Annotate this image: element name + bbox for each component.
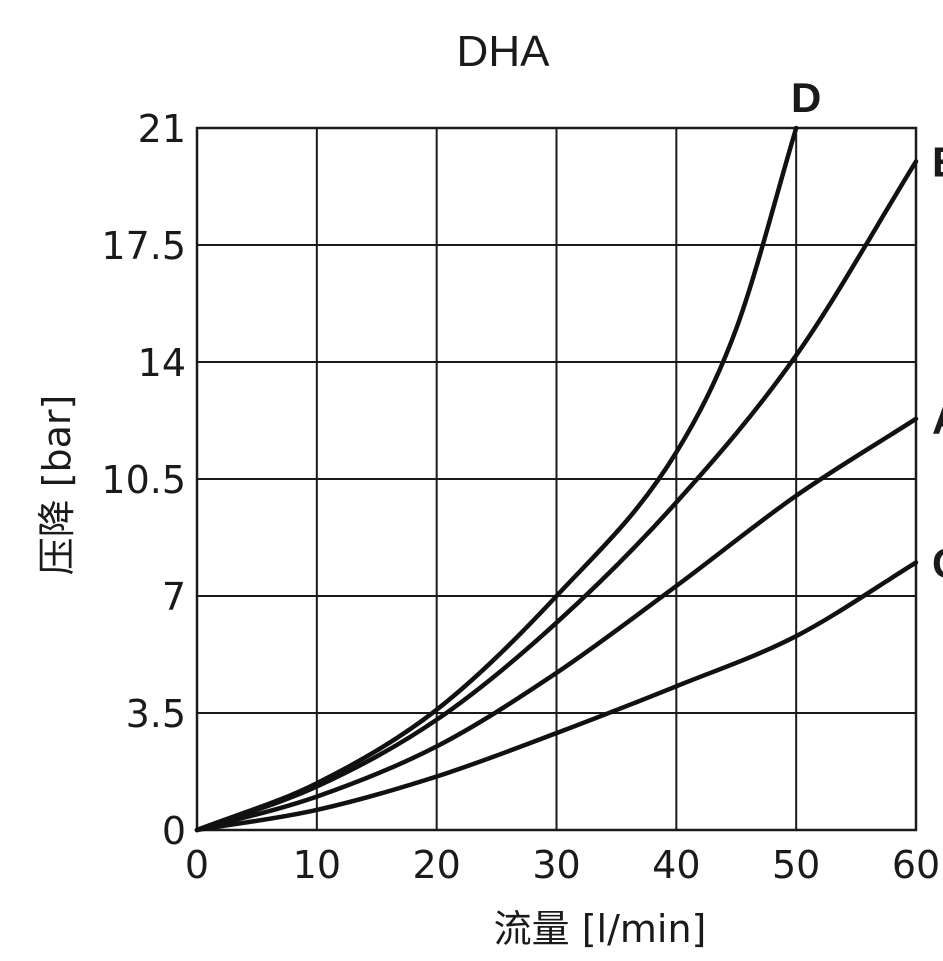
y-axis-label: 压降 [bar] (35, 395, 79, 576)
x-tick-label: 10 (293, 843, 341, 887)
x-tick-label: 60 (892, 843, 940, 887)
curve-c (194, 560, 919, 833)
y-tick-label: 17.5 (101, 224, 186, 268)
grid (196, 127, 917, 831)
y-tick-label: 3.5 (126, 692, 186, 736)
y-tick-label: 14 (138, 341, 186, 385)
y-tick-label: 0 (162, 809, 186, 853)
plot-frame (195, 126, 918, 832)
series-label-a: A (932, 396, 943, 443)
series-label-b: B (932, 138, 943, 185)
y-tick-label: 7 (162, 575, 186, 619)
x-tick-label: 20 (412, 843, 460, 887)
x-axis-label: 流量 [l/min] (494, 907, 707, 951)
series-label-c: C (932, 540, 943, 587)
x-tick-label: 30 (532, 843, 580, 887)
curve-d (194, 125, 799, 833)
tick-labels: 0 10 20 30 40 50 60 0 3.5 7 10.5 14 17.5 21 (101, 107, 940, 887)
curves (194, 125, 919, 833)
curve-a (194, 416, 919, 833)
series-labels: D B A C (791, 74, 943, 587)
curve-b (194, 159, 919, 833)
x-tick-label: 40 (652, 843, 700, 887)
y-tick-label: 10.5 (101, 458, 186, 502)
y-tick-label: 21 (138, 107, 186, 151)
chart-title: DHA (457, 27, 551, 76)
x-tick-label: 50 (772, 843, 820, 887)
x-tick-label: 0 (185, 843, 209, 887)
series-label-d: D (791, 74, 821, 121)
